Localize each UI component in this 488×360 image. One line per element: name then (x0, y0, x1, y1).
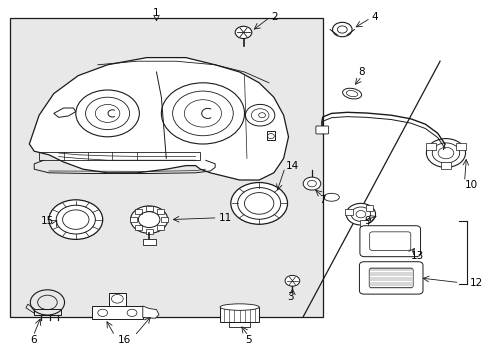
Text: 4: 4 (371, 12, 378, 22)
Bar (345, 209, 352, 215)
Bar (134, 225, 141, 230)
Text: 12: 12 (468, 278, 482, 288)
Circle shape (346, 203, 375, 225)
Bar (130, 217, 137, 222)
Ellipse shape (220, 304, 259, 310)
Text: 2: 2 (271, 12, 278, 22)
Bar (161, 217, 168, 222)
Circle shape (49, 200, 102, 239)
Text: 1: 1 (153, 8, 160, 18)
Text: 7: 7 (319, 195, 325, 205)
Text: 13: 13 (410, 251, 423, 261)
Bar (266, 131, 275, 140)
Bar (157, 225, 163, 230)
Circle shape (285, 275, 299, 286)
Text: 16: 16 (118, 335, 131, 345)
Circle shape (235, 26, 251, 39)
Bar (440, 162, 450, 169)
Text: 3: 3 (287, 292, 294, 302)
Ellipse shape (342, 88, 361, 99)
Text: 6: 6 (30, 335, 37, 345)
Circle shape (303, 177, 320, 190)
Bar (10, 18, 322, 317)
Text: 8: 8 (358, 67, 365, 77)
Bar (220, 307, 259, 322)
Bar (34, 309, 61, 315)
Polygon shape (142, 306, 159, 318)
Text: 11: 11 (219, 213, 232, 223)
Bar (39, 152, 200, 160)
Bar (145, 229, 152, 234)
Bar (426, 143, 435, 150)
FancyBboxPatch shape (359, 226, 420, 257)
Bar (359, 220, 367, 226)
Text: 10: 10 (464, 180, 477, 190)
Bar (365, 205, 373, 211)
Bar (455, 143, 465, 150)
Circle shape (332, 22, 351, 37)
FancyBboxPatch shape (315, 126, 328, 134)
Bar (134, 209, 141, 214)
Text: 14: 14 (285, 161, 299, 171)
Circle shape (230, 183, 287, 224)
Bar (92, 306, 142, 319)
Circle shape (130, 206, 167, 233)
Text: 5: 5 (244, 335, 251, 345)
Polygon shape (29, 58, 288, 180)
Bar (145, 206, 152, 211)
Bar (228, 322, 250, 327)
Text: 9: 9 (364, 216, 370, 226)
Bar (142, 239, 155, 245)
Text: 15: 15 (41, 216, 54, 226)
Bar (157, 209, 163, 214)
Bar (108, 293, 126, 307)
FancyBboxPatch shape (359, 262, 422, 294)
